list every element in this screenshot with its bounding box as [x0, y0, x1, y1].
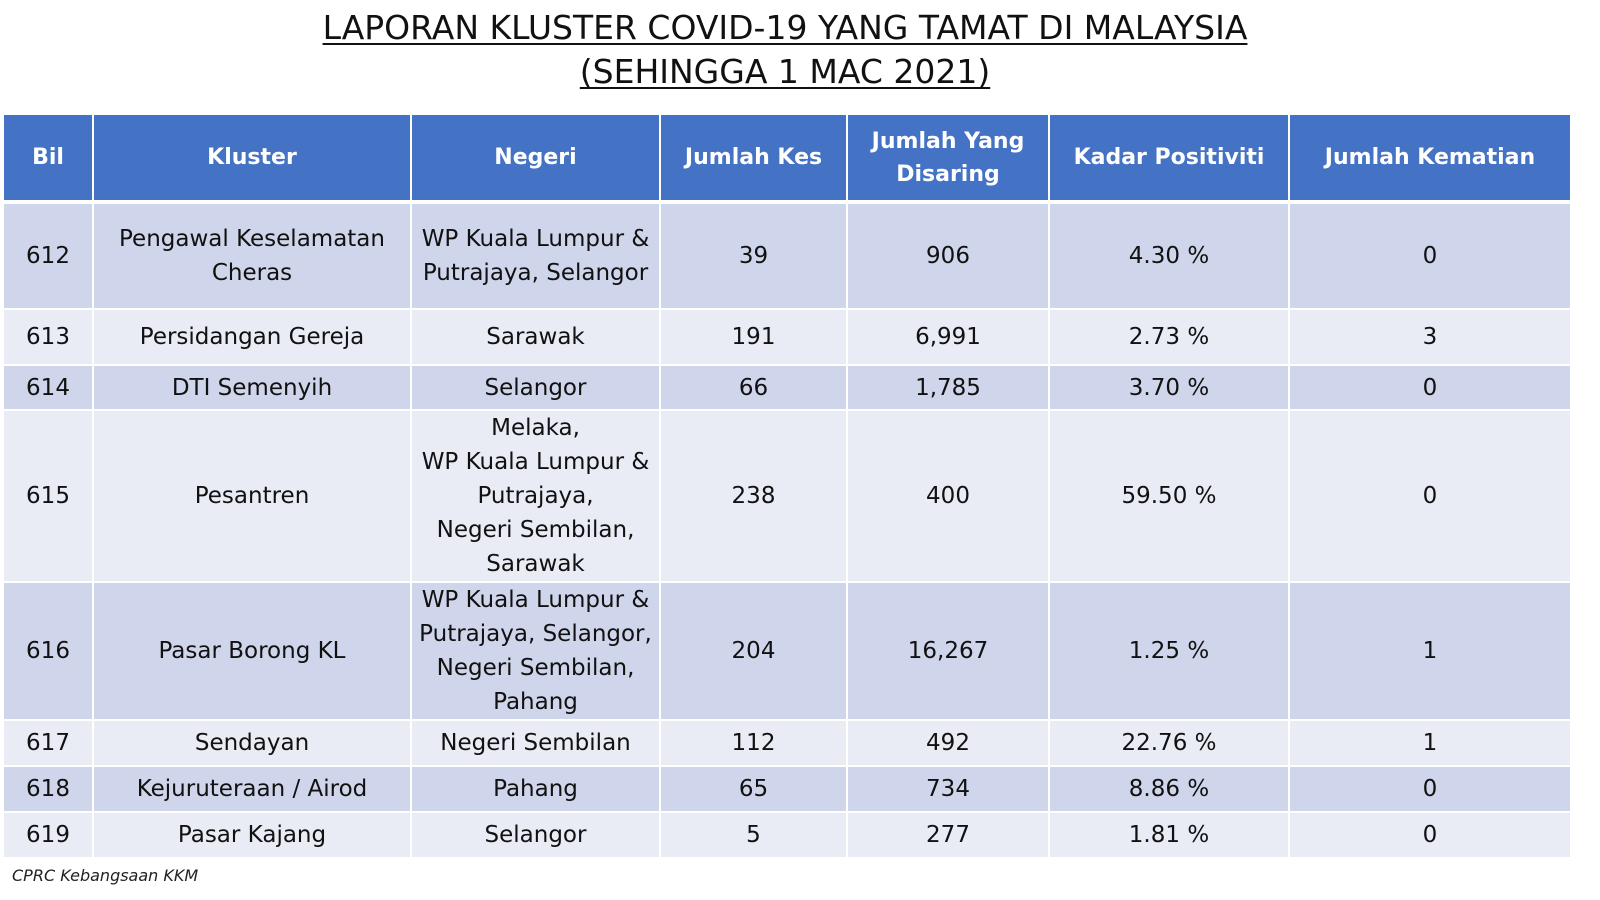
cell-jumlah-kes: 238: [659, 409, 848, 583]
cell-jumlah-kematian: 0: [1288, 765, 1572, 813]
cell-bil: 612: [2, 201, 94, 310]
cell-kluster: Pesantren: [92, 409, 412, 583]
cell-jumlah-kematian: 1: [1288, 581, 1572, 721]
cell-kluster: Sendayan: [92, 719, 412, 767]
cell-jumlah-disaring: 1,785: [846, 364, 1050, 411]
header-jumlah-kes: Jumlah Kes: [659, 113, 848, 204]
cell-jumlah-kematian: 0: [1288, 364, 1572, 411]
cell-kadar-positiviti: 2.73 %: [1048, 308, 1290, 366]
cell-kluster: Kejuruteraan / Airod: [92, 765, 412, 813]
cell-negeri: WP Kuala Lumpur & Putrajaya, Selangor: [410, 201, 661, 310]
cell-jumlah-kematian: 0: [1288, 811, 1572, 859]
cluster-table: Bil Kluster Negeri Jumlah Kes Jumlah Yan…: [2, 113, 1572, 859]
header-jumlah-kematian: Jumlah Kematian: [1288, 113, 1572, 204]
cell-bil: 618: [2, 765, 94, 813]
cell-negeri: Selangor: [410, 811, 661, 859]
cell-jumlah-kematian: 3: [1288, 308, 1572, 366]
table-header-row: Bil Kluster Negeri Jumlah Kes Jumlah Yan…: [2, 113, 1572, 204]
cell-jumlah-kematian: 1: [1288, 719, 1572, 767]
cell-jumlah-kes: 39: [659, 201, 848, 310]
cell-kadar-positiviti: 59.50 %: [1048, 409, 1290, 583]
cell-jumlah-disaring: 400: [846, 409, 1050, 583]
cell-kluster: Persidangan Gereja: [92, 308, 412, 366]
cell-bil: 619: [2, 811, 94, 859]
cell-negeri: Melaka, WP Kuala Lumpur & Putrajaya, Neg…: [410, 409, 661, 583]
table-row: 613 Persidangan Gereja Sarawak 191 6,991…: [2, 308, 1572, 366]
cell-kadar-positiviti: 1.25 %: [1048, 581, 1290, 721]
cell-kluster: DTI Semenyih: [92, 364, 412, 411]
cell-kadar-positiviti: 3.70 %: [1048, 364, 1290, 411]
cell-kadar-positiviti: 8.86 %: [1048, 765, 1290, 813]
cell-bil: 615: [2, 409, 94, 583]
cell-jumlah-kematian: 0: [1288, 201, 1572, 310]
cell-jumlah-kes: 112: [659, 719, 848, 767]
cell-jumlah-kes: 65: [659, 765, 848, 813]
cell-kadar-positiviti: 4.30 %: [1048, 201, 1290, 310]
cell-jumlah-kematian: 0: [1288, 409, 1572, 583]
header-kluster: Kluster: [92, 113, 412, 204]
cell-jumlah-disaring: 906: [846, 201, 1050, 310]
cell-kluster: Pasar Kajang: [92, 811, 412, 859]
header-kadar-positiviti: Kadar Positiviti: [1048, 113, 1290, 204]
cell-jumlah-disaring: 16,267: [846, 581, 1050, 721]
cell-bil: 616: [2, 581, 94, 721]
cell-negeri: Selangor: [410, 364, 661, 411]
cell-jumlah-kes: 5: [659, 811, 848, 859]
table-row: 612 Pengawal Keselamatan Cheras WP Kuala…: [2, 201, 1572, 310]
cell-kluster: Pasar Borong KL: [92, 581, 412, 721]
cell-jumlah-disaring: 6,991: [846, 308, 1050, 366]
table-row: 618 Kejuruteraan / Airod Pahang 65 734 8…: [2, 765, 1572, 813]
cell-bil: 613: [2, 308, 94, 366]
cell-kadar-positiviti: 22.76 %: [1048, 719, 1290, 767]
cell-jumlah-disaring: 734: [846, 765, 1050, 813]
table-row: 614 DTI Semenyih Selangor 66 1,785 3.70 …: [2, 364, 1572, 411]
table-row: 617 Sendayan Negeri Sembilan 112 492 22.…: [2, 719, 1572, 767]
cell-bil: 617: [2, 719, 94, 767]
cell-negeri: WP Kuala Lumpur & Putrajaya, Selangor, N…: [410, 581, 661, 721]
cell-negeri: Sarawak: [410, 308, 661, 366]
cell-kadar-positiviti: 1.81 %: [1048, 811, 1290, 859]
table-row: 615 Pesantren Melaka, WP Kuala Lumpur & …: [2, 409, 1572, 583]
cell-jumlah-kes: 66: [659, 364, 848, 411]
cell-jumlah-kes: 204: [659, 581, 848, 721]
header-bil: Bil: [2, 113, 94, 204]
source-footer: CPRC Kebangsaan KKM: [12, 866, 199, 885]
page-title: LAPORAN KLUSTER COVID-19 YANG TAMAT DI M…: [0, 6, 1570, 94]
title-line-1: LAPORAN KLUSTER COVID-19 YANG TAMAT DI M…: [322, 8, 1248, 47]
cell-bil: 614: [2, 364, 94, 411]
table-row: 619 Pasar Kajang Selangor 5 277 1.81 % 0: [2, 811, 1572, 859]
table-row: 616 Pasar Borong KL WP Kuala Lumpur & Pu…: [2, 581, 1572, 721]
cell-jumlah-kes: 191: [659, 308, 848, 366]
title-line-2: (SEHINGGA 1 MAC 2021): [579, 52, 991, 91]
header-jumlah-disaring: Jumlah Yang Disaring: [846, 113, 1050, 204]
cell-negeri: Pahang: [410, 765, 661, 813]
cell-negeri: Negeri Sembilan: [410, 719, 661, 767]
header-negeri: Negeri: [410, 113, 661, 204]
cell-jumlah-disaring: 492: [846, 719, 1050, 767]
cell-jumlah-disaring: 277: [846, 811, 1050, 859]
cell-kluster: Pengawal Keselamatan Cheras: [92, 201, 412, 310]
